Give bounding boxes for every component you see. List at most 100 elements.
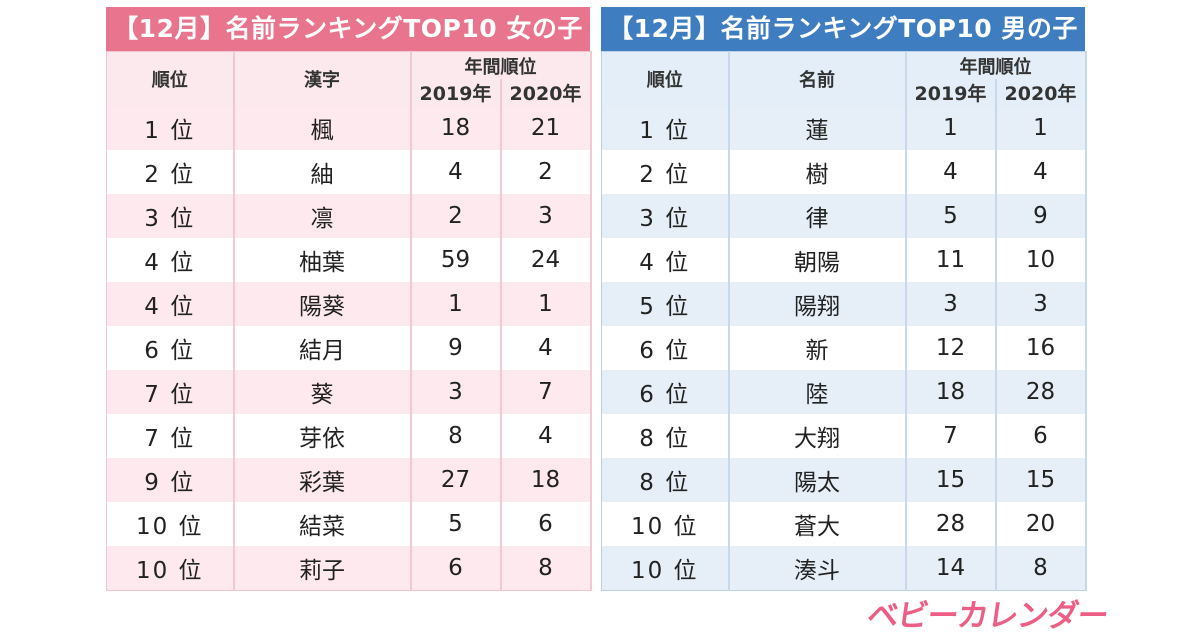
column-header-rank: 順位	[601, 51, 730, 106]
name-cell: 蓮	[728, 106, 907, 150]
rank-cell: 5 位	[601, 282, 730, 326]
table-row: 8 位陽太 15 15	[601, 458, 1087, 502]
boys-panel-title: 【12月】名前ランキングTOP10 男の子	[601, 7, 1085, 51]
girls-panel-title: 【12月】名前ランキングTOP10 女の子	[106, 7, 590, 51]
rank-2019-cell: 7	[905, 414, 997, 458]
rank-cell: 9 位	[106, 458, 235, 502]
rank-2020-cell: 4	[500, 326, 592, 370]
rank-2020-cell: 1	[500, 282, 592, 326]
rank-cell: 10 位	[601, 502, 730, 546]
rank-cell: 8 位	[601, 414, 730, 458]
rank-2019-cell: 18	[410, 106, 502, 150]
name-cell: 柚葉	[233, 238, 412, 282]
name-cell: 楓	[233, 106, 412, 150]
rank-2019-cell: 11	[905, 238, 997, 282]
rank-2020-cell: 21	[500, 106, 592, 150]
rank-2019-cell: 4	[410, 150, 502, 194]
rank-2019-cell: 8	[410, 414, 502, 458]
rank-2020-cell: 4	[995, 150, 1087, 194]
rank-2019-cell: 59	[410, 238, 502, 282]
rank-2019-cell: 5	[905, 194, 997, 238]
column-header-2019: 2019年	[905, 79, 997, 106]
table-row: 10 位結菜 5 6	[106, 502, 592, 546]
column-header-annual-rank: 年間順位	[905, 51, 1087, 79]
name-cell: 陽太	[728, 458, 907, 502]
rank-2020-cell: 3	[500, 194, 592, 238]
rank-cell: 3 位	[106, 194, 235, 238]
rank-cell: 6 位	[601, 326, 730, 370]
table-row: 4 位陽葵 1 1	[106, 282, 592, 326]
table-row: 10 位蒼大 28 20	[601, 502, 1087, 546]
rank-2020-cell: 20	[995, 502, 1087, 546]
table-row: 6 位陸 18 28	[601, 370, 1087, 414]
name-cell: 陽葵	[233, 282, 412, 326]
rank-2020-cell: 6	[500, 502, 592, 546]
rank-cell: 7 位	[106, 370, 235, 414]
rank-2020-cell: 8	[995, 546, 1087, 591]
rank-2019-cell: 3	[905, 282, 997, 326]
rank-cell: 3 位	[601, 194, 730, 238]
rank-2019-cell: 14	[905, 546, 997, 591]
rank-2019-cell: 27	[410, 458, 502, 502]
column-header-2020: 2020年	[500, 79, 592, 106]
rank-2020-cell: 10	[995, 238, 1087, 282]
column-header-rank: 順位	[106, 51, 235, 106]
table-row: 4 位柚葉 59 24	[106, 238, 592, 282]
rank-2020-cell: 2	[500, 150, 592, 194]
name-cell: 蒼大	[728, 502, 907, 546]
name-cell: 陽翔	[728, 282, 907, 326]
table-row: 5 位陽翔 3 3	[601, 282, 1087, 326]
table-row: 4 位朝陽 11 10	[601, 238, 1087, 282]
rank-cell: 10 位	[601, 546, 730, 591]
table-row: 10 位湊斗 14 8	[601, 546, 1087, 591]
table-row: 1 位楓 18 21	[106, 106, 592, 150]
name-cell: 大翔	[728, 414, 907, 458]
rank-2020-cell: 7	[500, 370, 592, 414]
rank-2020-cell: 15	[995, 458, 1087, 502]
name-cell: 莉子	[233, 546, 412, 591]
rank-cell: 4 位	[601, 238, 730, 282]
name-cell: 凛	[233, 194, 412, 238]
table-row: 7 位芽依 8 4	[106, 414, 592, 458]
table-row: 10 位莉子 6 8	[106, 546, 592, 591]
name-cell: 結月	[233, 326, 412, 370]
rank-cell: 6 位	[601, 370, 730, 414]
name-cell: 樹	[728, 150, 907, 194]
table-row: 8 位大翔 7 6	[601, 414, 1087, 458]
rank-2019-cell: 5	[410, 502, 502, 546]
baby-calendar-logo: ベビーカレンダー	[864, 598, 1111, 634]
rank-2019-cell: 9	[410, 326, 502, 370]
rank-2019-cell: 6	[410, 546, 502, 591]
rank-cell: 10 位	[106, 546, 235, 591]
rank-2019-cell: 28	[905, 502, 997, 546]
column-header-2020: 2020年	[995, 79, 1087, 106]
rank-2020-cell: 4	[500, 414, 592, 458]
rank-2019-cell: 1	[410, 282, 502, 326]
name-cell: 芽依	[233, 414, 412, 458]
name-cell: 彩葉	[233, 458, 412, 502]
rank-2020-cell: 3	[995, 282, 1087, 326]
column-header-name: 名前	[728, 51, 907, 106]
rank-2019-cell: 1	[905, 106, 997, 150]
rank-cell: 1 位	[106, 106, 235, 150]
name-cell: 紬	[233, 150, 412, 194]
rank-2020-cell: 8	[500, 546, 592, 591]
rank-2019-cell: 4	[905, 150, 997, 194]
rank-cell: 2 位	[601, 150, 730, 194]
rank-cell: 4 位	[106, 238, 235, 282]
rank-2020-cell: 16	[995, 326, 1087, 370]
rank-2020-cell: 6	[995, 414, 1087, 458]
rank-cell: 8 位	[601, 458, 730, 502]
rank-2020-cell: 28	[995, 370, 1087, 414]
rank-2019-cell: 12	[905, 326, 997, 370]
column-header-kanji: 漢字	[233, 51, 412, 106]
rank-2019-cell: 18	[905, 370, 997, 414]
column-header-2019: 2019年	[410, 79, 502, 106]
